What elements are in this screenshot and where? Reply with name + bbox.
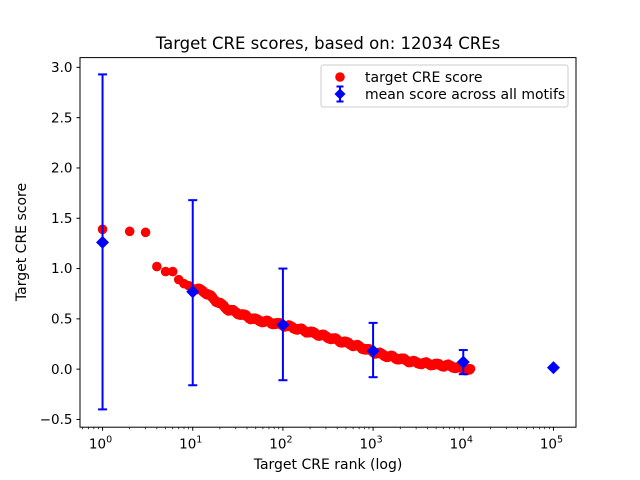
target-point: [152, 261, 162, 272]
y-tick-label: −0.5: [40, 412, 73, 428]
mean-point-diamond: [276, 318, 290, 332]
x-axis: 100 101 102 103 104 105: [82, 427, 563, 453]
legend-target-label: target CRE score: [365, 70, 482, 86]
y-tick-label: 1.0: [51, 261, 72, 277]
legend-box: [320, 64, 569, 108]
x-tick-label: 102: [269, 435, 292, 453]
target-point: [160, 266, 171, 277]
legend: target CRE score mean score across all m…: [320, 64, 569, 108]
y-axis: −0.5 0.0 0.5 1.0 1.5 2.0 2.5 3.0: [40, 60, 80, 428]
target-point: [465, 363, 476, 374]
chart-title: Target CRE scores, based on: 12034 CREs: [155, 34, 501, 53]
target-point: [124, 226, 135, 237]
mean-point-diamond: [366, 344, 380, 358]
y-tick-label: 2.5: [51, 110, 72, 126]
y-axis-label: Target CRE score: [14, 183, 30, 302]
x-tick-label: 104: [450, 435, 473, 453]
x-tick-label: 105: [540, 435, 563, 453]
legend-target-marker-icon: [335, 72, 345, 82]
y-tick-label: 1.5: [51, 211, 72, 227]
mean-series: [96, 73, 560, 411]
mean-point-diamond: [456, 355, 470, 369]
y-tick-label: 0.0: [51, 362, 72, 378]
mean-point-diamond: [186, 285, 200, 299]
y-tick-label: 2.0: [51, 161, 72, 177]
target-series: [97, 224, 476, 376]
x-axis-label: Target CRE rank (log): [253, 457, 403, 473]
legend-diamond: [334, 88, 346, 100]
plot-area: [79, 57, 577, 428]
x-tick-label: 100: [89, 435, 112, 453]
y-tick-label: 3.0: [51, 60, 72, 76]
target-point: [167, 266, 178, 277]
mean-point-diamond: [546, 361, 560, 375]
legend-mean-marker-icon: [334, 85, 346, 103]
target-point: [140, 227, 151, 238]
x-tick-label: 101: [179, 435, 202, 453]
x-tick-label: 103: [359, 435, 382, 453]
mean-point-diamond: [96, 235, 110, 249]
legend-mean-label: mean score across all motifs: [365, 87, 565, 103]
y-tick-label: 0.5: [51, 311, 72, 327]
